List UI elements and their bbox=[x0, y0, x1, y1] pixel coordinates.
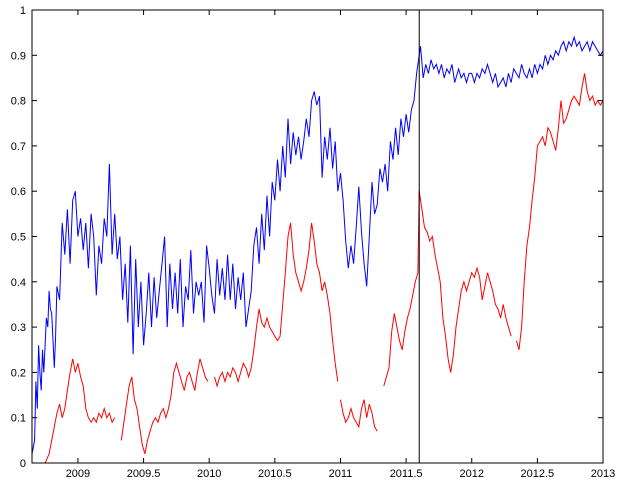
plot-area-frame bbox=[31, 9, 604, 464]
series-2-segment-2 bbox=[120, 358, 209, 455]
y-tick-label: 0.5 bbox=[11, 232, 26, 244]
series-2-segment-6 bbox=[515, 73, 604, 350]
x-tick-label: 2009.5 bbox=[127, 468, 161, 480]
x-tick-label: 2009 bbox=[66, 468, 90, 480]
x-tick-label: 2012 bbox=[459, 468, 483, 480]
axis-layer: 2009 2009.5 2010 2010.5 2011 2011.5 2012 2012.5… bbox=[11, 5, 616, 480]
x-tick-label: 2010.5 bbox=[258, 468, 292, 480]
series-2-segment-5 bbox=[383, 191, 512, 387]
x-tick-label: 2010 bbox=[197, 468, 221, 480]
y-tick-label: 0.2 bbox=[11, 367, 26, 379]
y-tick-label: 0.4 bbox=[11, 277, 26, 289]
series-2-segment-3 bbox=[214, 222, 339, 388]
y-tick-label: 0.1 bbox=[11, 413, 26, 425]
y-tick-label: 0.3 bbox=[11, 322, 26, 334]
series-2-segment-1 bbox=[44, 358, 116, 464]
x-tick-label: 2011 bbox=[329, 468, 353, 480]
y-tick-label: 1 bbox=[20, 5, 26, 17]
series-2-segment-4 bbox=[340, 399, 378, 432]
series-1-line bbox=[31, 35, 604, 454]
y-tick-label: 0 bbox=[20, 458, 26, 470]
y-tick-label: 0.7 bbox=[11, 141, 26, 153]
x-tick-label: 2011.5 bbox=[390, 468, 423, 480]
y-tick-label: 0.8 bbox=[11, 96, 26, 108]
series-layer bbox=[31, 35, 604, 464]
y-tick-label: 0.6 bbox=[11, 186, 26, 198]
y-tick-label: 0.9 bbox=[11, 50, 26, 62]
x-tick-label: 2013 bbox=[591, 468, 615, 480]
x-tick-label: 2012.5 bbox=[521, 468, 555, 480]
